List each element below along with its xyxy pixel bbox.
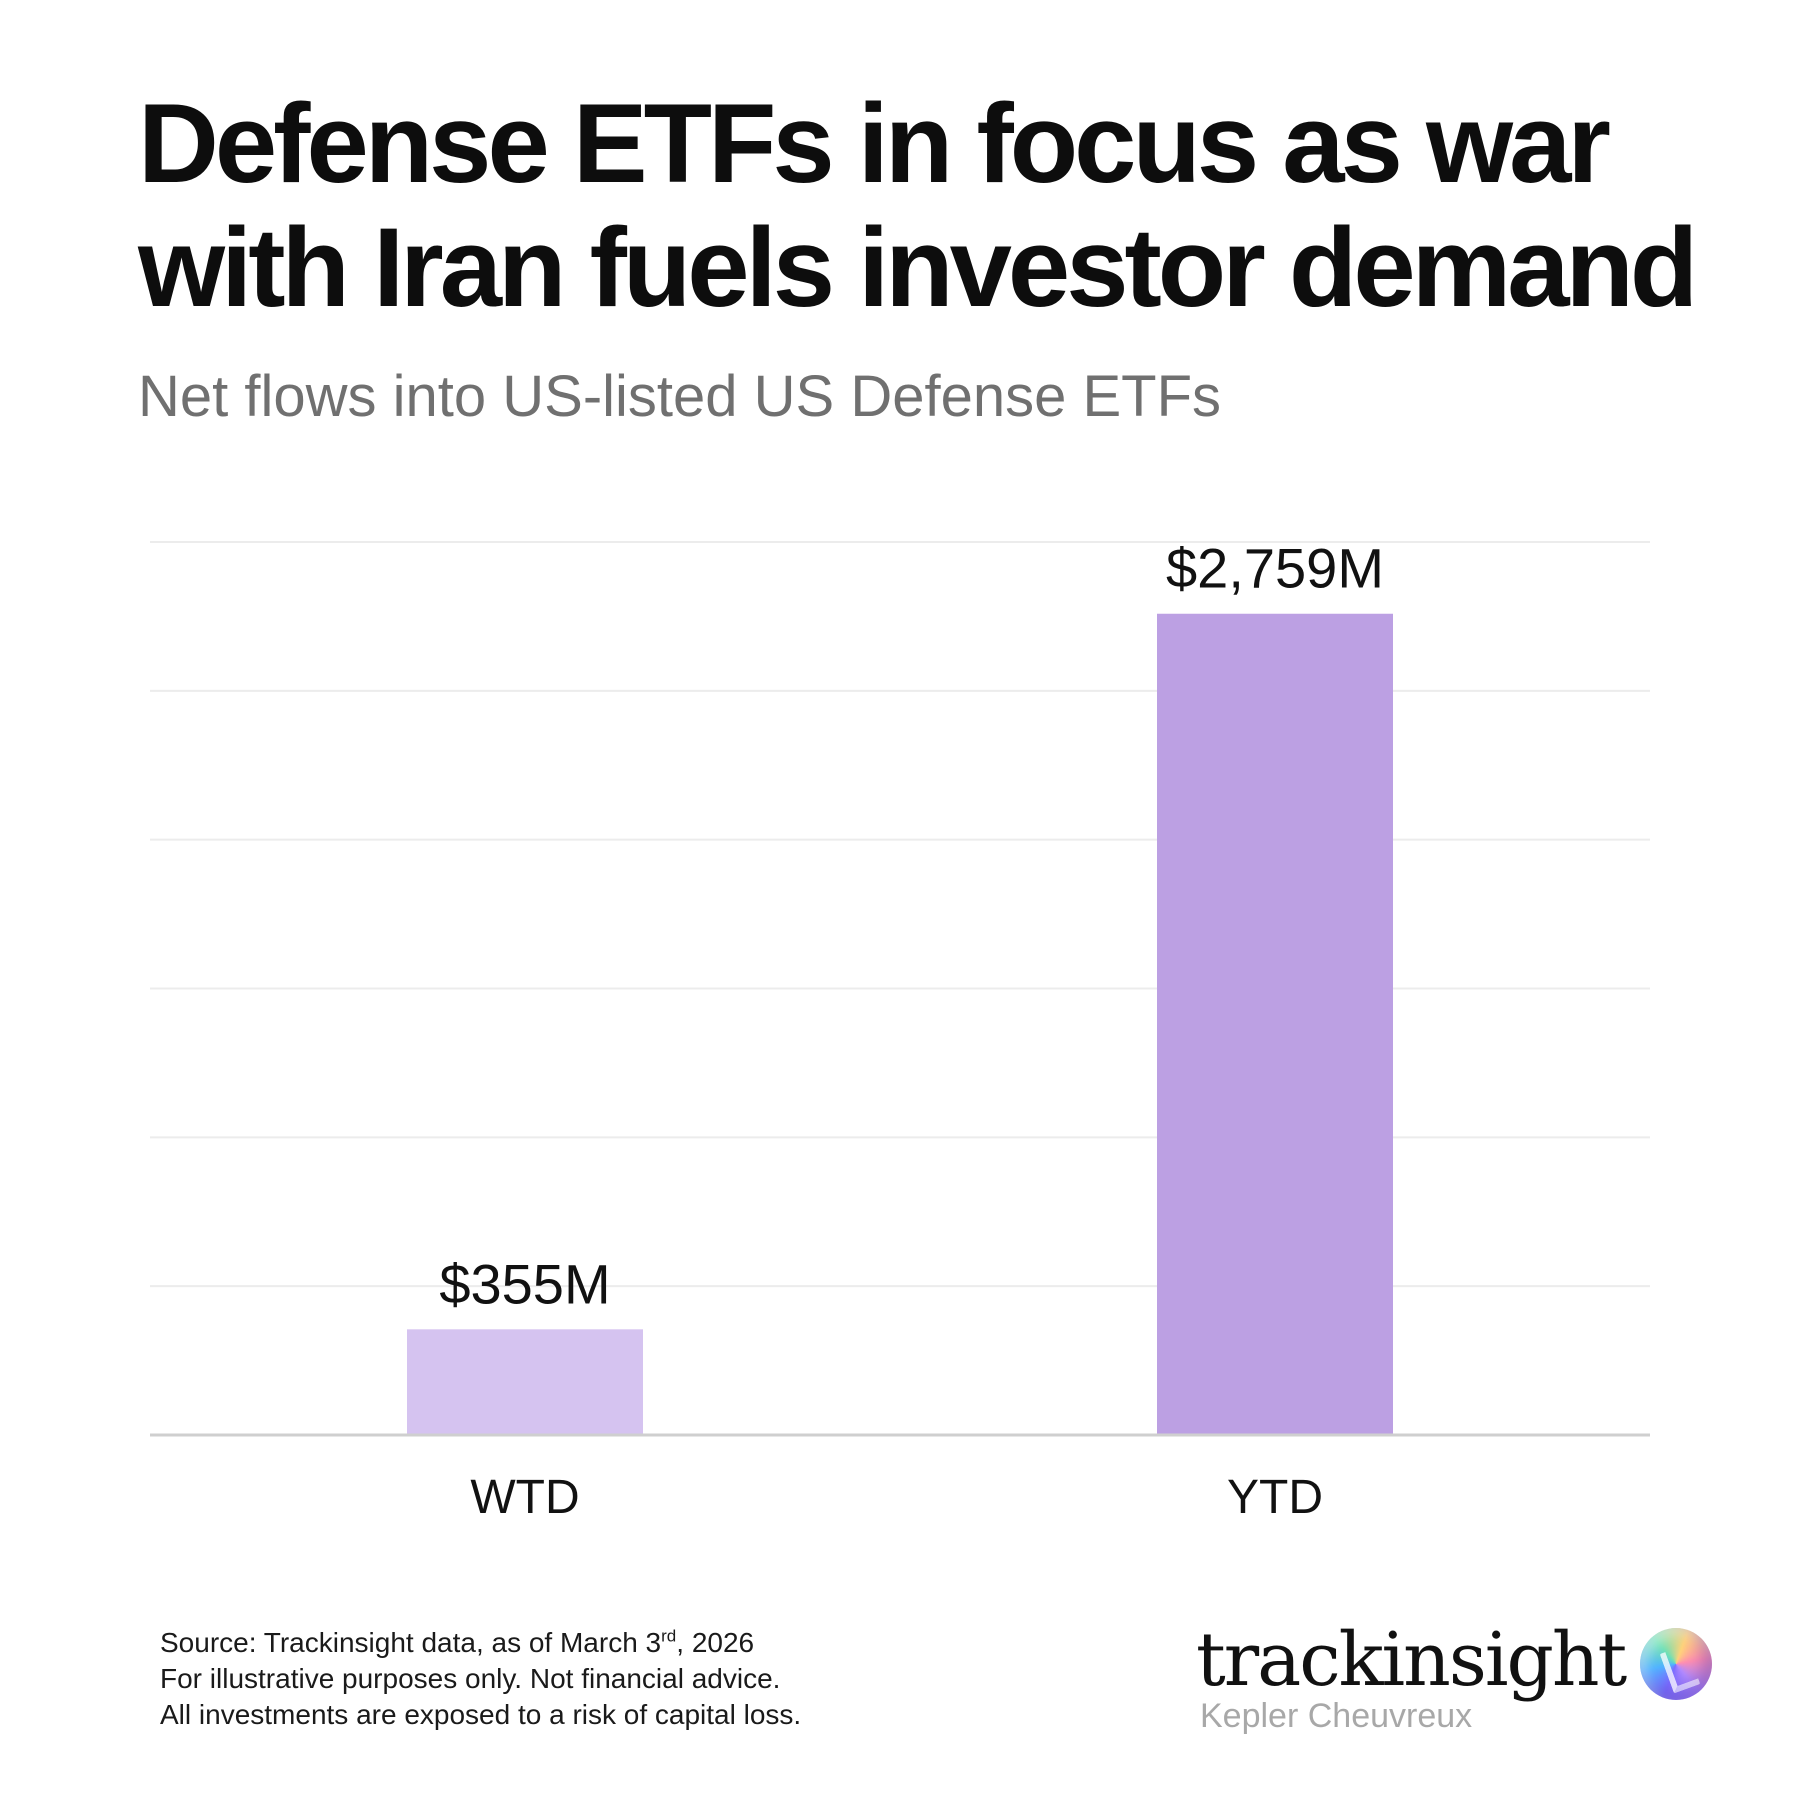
source-note-year: , 2026 [676,1627,755,1658]
x-axis-tick-labels: WTD YTD [470,1471,1323,1524]
logo-wordmark: trackinsight [1196,1617,1627,1703]
footer-notes: Source: Trackinsight data, as of March 3… [160,1625,801,1733]
chart-subtitle: Net flows into US-listed US Defense ETFs [138,364,1222,429]
source-note: Source: Trackinsight data, as of March 3… [160,1625,801,1661]
logo-tagline: Kepler Cheuvreux [1200,1697,1473,1735]
data-labels: $355M $2,759M [439,537,1384,1316]
bar-ytd [1157,613,1393,1435]
x-tick-label-ytd: YTD [1227,1471,1323,1524]
disclaimer-illustrative: For illustrative purposes only. Not fina… [160,1663,781,1694]
gridlines [150,541,1650,1288]
bar-wtd [407,1329,643,1435]
source-note-ordinal: rd [661,1626,677,1646]
trackinsight-orb-icon [1640,1628,1712,1700]
x-tick-label-wtd: WTD [470,1471,579,1524]
data-label-ytd: $2,759M [1166,537,1384,600]
disclaimer-risk: All investments are exposed to a risk of… [160,1699,802,1730]
trackinsight-logo: trackinsight Kepler Cheuvreux [1196,1618,1716,1748]
bars [407,613,1393,1435]
chart-title: Defense ETFs in focus as war with Iran f… [138,82,1778,330]
chart-title-line-2: with Iran fuels investor demand [138,205,1698,330]
chart-title-line-1: Defense ETFs in focus as war [138,81,1611,206]
data-label-wtd: $355M [439,1252,610,1315]
source-note-text: Source: Trackinsight data, as of March 3 [160,1627,662,1658]
